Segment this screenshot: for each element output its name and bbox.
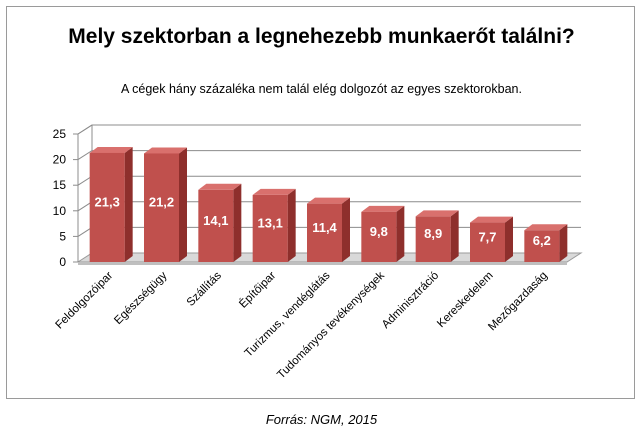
chart-subtitle: A cégek hány százaléka nem talál elég do… xyxy=(121,82,522,96)
data-label: 14,1 xyxy=(203,213,228,228)
y-tick-label: 0 xyxy=(59,255,66,269)
data-label: 11,4 xyxy=(312,220,337,235)
bar xyxy=(524,224,568,262)
category-label: Adminisztráció xyxy=(380,270,441,331)
category-label: Tudományos tevékenységek xyxy=(275,269,387,381)
bar-top xyxy=(198,183,242,190)
bar xyxy=(361,205,405,262)
bar-top xyxy=(89,146,133,153)
bar-front xyxy=(415,216,451,262)
bar xyxy=(144,147,187,262)
bar-top xyxy=(144,147,187,154)
bar-front xyxy=(470,222,505,262)
data-label: 6,2 xyxy=(533,233,551,248)
y-tick-label: 5 xyxy=(59,229,66,243)
bar-side xyxy=(287,188,296,262)
y-axis-top xyxy=(77,124,93,135)
bar-top xyxy=(361,205,405,212)
data-label: 9,8 xyxy=(370,224,388,239)
bar xyxy=(198,183,242,262)
bar-side xyxy=(505,216,513,262)
source-note: Forrás: NGM, 2015 xyxy=(265,412,378,427)
bar-top xyxy=(252,188,296,195)
category-label: Mezőgazdaság xyxy=(486,270,550,334)
category-label: Építőipar xyxy=(237,269,279,311)
bar xyxy=(415,210,459,262)
bar-side xyxy=(450,210,459,262)
bar-front xyxy=(361,211,397,262)
chart-floor-edge xyxy=(78,262,567,265)
bar-side xyxy=(559,224,568,262)
bar xyxy=(89,146,133,262)
bar-top xyxy=(524,224,568,231)
bar-front xyxy=(144,153,179,262)
data-label: 13,1 xyxy=(258,215,283,230)
data-label: 8,9 xyxy=(424,226,442,241)
bar-top xyxy=(307,197,350,204)
y-tick-label: 25 xyxy=(53,127,67,141)
bar xyxy=(252,188,296,262)
bar-front xyxy=(524,230,560,262)
y-tick-label: 10 xyxy=(53,204,67,218)
bar-side xyxy=(124,146,133,262)
bar-side xyxy=(179,147,187,262)
bar-front xyxy=(198,189,234,262)
bar-front xyxy=(89,152,125,262)
bar-side xyxy=(233,183,242,262)
data-label: 7,7 xyxy=(478,229,496,244)
bar-side xyxy=(342,197,350,262)
category-label: Egészségügy xyxy=(112,269,169,326)
data-label: 21,3 xyxy=(95,194,120,209)
bar-front xyxy=(252,194,288,262)
bar-front xyxy=(307,203,342,262)
gridline xyxy=(77,124,581,135)
category-label: Kereskedelem xyxy=(435,270,495,330)
bar xyxy=(470,216,513,262)
bar-top xyxy=(415,210,459,217)
data-label: 21,2 xyxy=(149,195,174,210)
bar-top xyxy=(470,216,513,223)
chart-title: Mely szektorban a legnehezebb munkaerőt … xyxy=(68,25,575,48)
y-tick-label: 15 xyxy=(53,178,67,192)
y-tick-label: 20 xyxy=(53,153,67,167)
category-label: Feldolgozóipar xyxy=(53,270,115,332)
bar-side xyxy=(396,205,405,262)
category-label: Szállítás xyxy=(185,269,224,308)
bar xyxy=(307,197,350,262)
